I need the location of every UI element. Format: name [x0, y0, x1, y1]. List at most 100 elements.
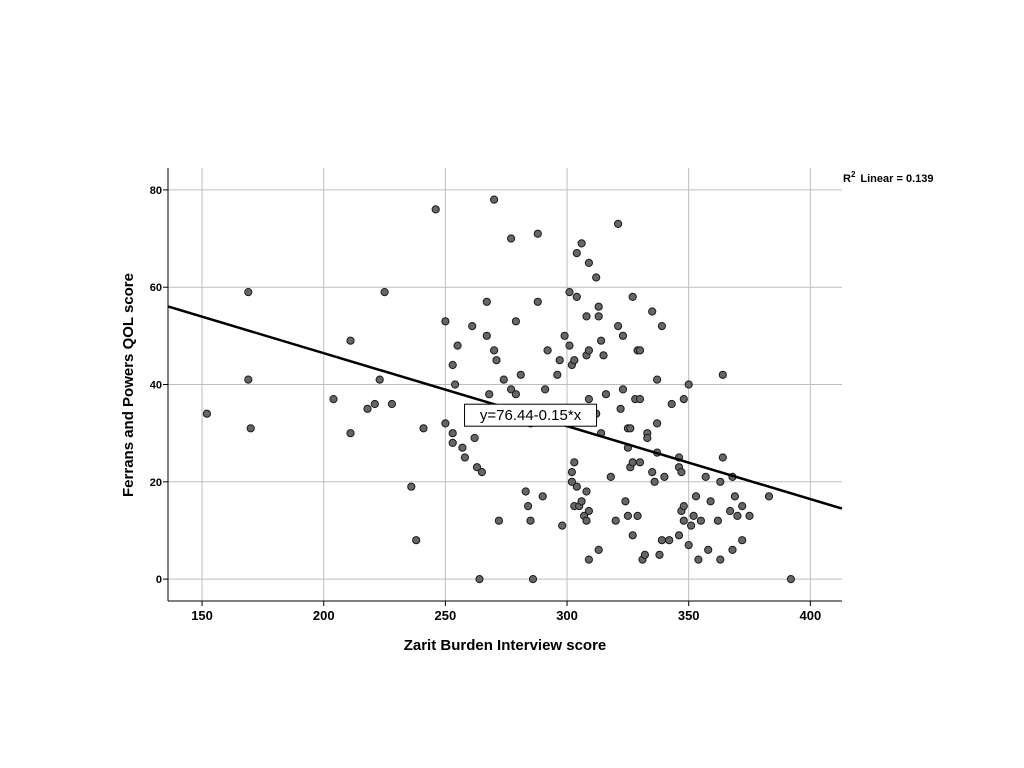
data-point — [606, 472, 615, 481]
data-point — [560, 331, 569, 340]
data-point — [684, 541, 693, 550]
data-point — [482, 331, 491, 340]
data-point — [541, 385, 550, 394]
data-point — [733, 511, 742, 521]
data-point — [458, 443, 467, 452]
data-point — [244, 288, 253, 297]
data-point — [453, 341, 462, 350]
data-point — [628, 531, 637, 540]
data-point — [567, 477, 577, 486]
data-point — [633, 511, 642, 521]
data-point — [716, 555, 725, 564]
data-point — [635, 458, 645, 467]
data-point — [611, 516, 620, 525]
data-point — [387, 399, 396, 409]
r2-value: Linear = 0.139 — [860, 173, 933, 185]
grid — [168, 168, 842, 601]
data-point — [431, 205, 440, 214]
data-point — [687, 521, 696, 530]
data-point — [718, 453, 727, 462]
data-point — [460, 453, 469, 462]
data-point — [618, 385, 628, 394]
data-point — [689, 511, 698, 521]
data-point — [614, 219, 623, 228]
data-point — [451, 380, 460, 389]
data-point — [704, 545, 713, 555]
data-point — [601, 390, 611, 399]
data-point — [202, 409, 211, 418]
data-point — [674, 531, 684, 540]
data-point — [653, 375, 662, 384]
data-point — [650, 477, 659, 486]
data-point — [468, 322, 477, 331]
data-point — [448, 360, 457, 370]
data-point — [448, 429, 457, 438]
x-tick-label: 350 — [678, 608, 700, 623]
data-point — [623, 511, 633, 521]
data-point — [643, 433, 652, 443]
data-point — [511, 390, 521, 399]
data-point — [419, 424, 428, 433]
data-point — [640, 550, 650, 559]
data-point — [533, 297, 542, 306]
data-point — [448, 438, 457, 447]
data-point — [516, 370, 525, 379]
data-point — [524, 502, 533, 511]
data-point — [657, 536, 667, 545]
data-point — [485, 390, 494, 399]
data-point — [582, 516, 591, 525]
data-point — [738, 536, 747, 545]
data-point — [565, 288, 574, 297]
data-point — [346, 429, 355, 438]
data-point — [592, 273, 601, 282]
data-point — [653, 419, 662, 428]
data-point — [572, 292, 581, 301]
data-point — [738, 502, 747, 511]
data-point — [528, 575, 538, 584]
data-point — [679, 395, 688, 404]
data-point — [718, 370, 727, 379]
data-point — [648, 468, 657, 477]
data-point — [565, 341, 574, 350]
data-point — [475, 575, 484, 584]
data-points — [202, 195, 796, 584]
x-tick-label: 250 — [435, 608, 457, 623]
data-point — [538, 492, 547, 501]
data-point — [555, 356, 564, 365]
data-point — [246, 424, 255, 433]
data-point — [701, 472, 710, 481]
data-point — [614, 322, 623, 331]
data-point — [363, 404, 372, 413]
data-point — [244, 375, 253, 384]
data-point — [667, 399, 676, 409]
data-point — [526, 516, 535, 525]
y-tick-label: 40 — [150, 380, 162, 392]
data-point — [628, 292, 637, 301]
data-point — [745, 511, 754, 521]
data-point — [665, 536, 674, 545]
data-point — [655, 550, 664, 559]
data-point — [582, 312, 591, 321]
data-point — [507, 385, 516, 394]
data-point — [584, 346, 594, 355]
axes — [163, 168, 842, 606]
r2-symbol: R — [843, 173, 851, 185]
x-tick-label: 150 — [191, 608, 213, 623]
data-point — [494, 516, 503, 525]
data-point — [553, 370, 562, 379]
data-point — [628, 458, 637, 467]
regression-line-group: y=76.44-0.15*x — [167, 305, 843, 510]
data-point — [511, 317, 521, 326]
y-tick-label: 80 — [150, 185, 162, 197]
data-point — [543, 346, 552, 355]
data-point — [691, 492, 701, 501]
data-point — [594, 545, 603, 555]
data-point — [490, 195, 499, 204]
data-point — [521, 487, 530, 496]
data-point — [594, 302, 603, 311]
data-point — [677, 468, 686, 477]
data-point — [716, 477, 725, 486]
data-point — [679, 502, 688, 511]
data-point — [657, 322, 667, 331]
